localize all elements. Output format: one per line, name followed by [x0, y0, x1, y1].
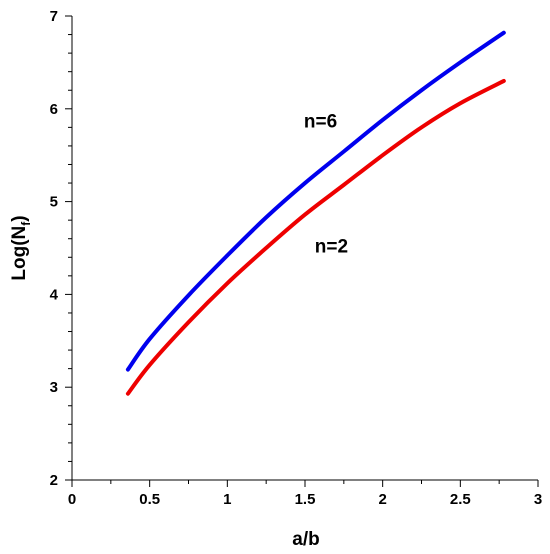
x-tick-label: 0.5: [139, 491, 160, 508]
x-axis-title: a/b: [292, 529, 319, 550]
x-tick-label: 3: [534, 491, 542, 508]
y-tick-label: 7: [50, 8, 58, 25]
y-tick-label: 6: [50, 101, 58, 118]
x-tick-label: 2: [378, 491, 386, 508]
x-axis: 0 0.5 1 1.5 2 2.5 3: [68, 479, 542, 508]
series-line-n-2: [125, 78, 506, 396]
y-tick-label: 3: [50, 379, 58, 396]
x-tick-label: 2.5: [450, 491, 471, 508]
annotation-layer: n=6 n=2: [304, 111, 348, 257]
annotation-n-2: n=2: [315, 237, 348, 258]
y-tick-label: 5: [50, 194, 58, 211]
y-axis-title-close: ): [9, 215, 30, 221]
y-axis-title-main: Log(N: [9, 226, 30, 281]
x-tick-label: 1: [223, 491, 231, 508]
series-line-n-6: [125, 30, 506, 372]
x-tick-label: 0: [68, 491, 76, 508]
y-tick-label: 4: [50, 286, 59, 303]
series-layer: [125, 30, 506, 396]
y-axis-title: Log(Nf): [9, 215, 33, 280]
x-tick-label: 1.5: [295, 491, 316, 508]
y-axis: 2 3 4 5 6 7: [50, 8, 73, 489]
annotation-n-6: n=6: [304, 111, 337, 132]
y-axis-title-subscript: f: [19, 221, 33, 226]
y-tick-label: 2: [50, 472, 58, 489]
